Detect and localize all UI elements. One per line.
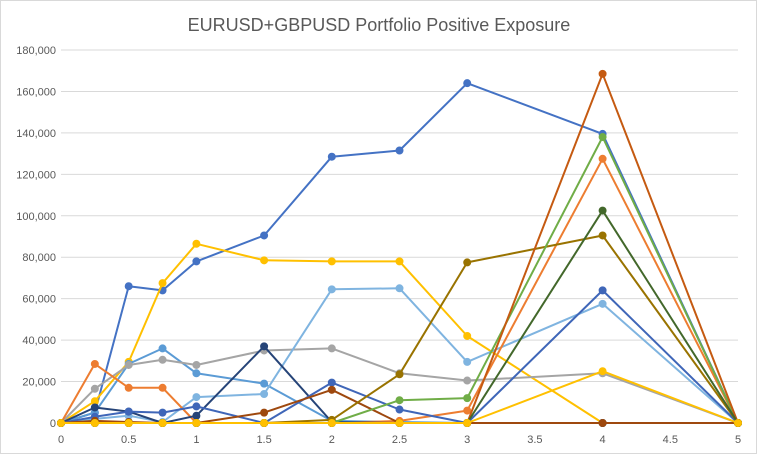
y-tick-label: 60,000 — [22, 294, 56, 306]
data-point — [260, 342, 269, 351]
data-point — [260, 256, 269, 265]
x-tick-label: 5 — [735, 434, 741, 446]
data-point — [124, 419, 133, 427]
x-tick-label: 1.5 — [256, 434, 271, 446]
data-point — [395, 419, 404, 427]
data-point — [395, 405, 404, 414]
series-14 — [57, 367, 742, 427]
series-13 — [57, 206, 742, 427]
data-point — [260, 419, 269, 427]
data-point — [90, 359, 99, 368]
data-point — [395, 396, 404, 405]
data-point — [598, 286, 607, 295]
data-point — [463, 79, 472, 88]
data-point — [598, 206, 607, 215]
data-point — [327, 152, 336, 161]
data-point — [395, 370, 404, 379]
data-point — [463, 406, 472, 415]
data-point — [598, 69, 607, 78]
data-point — [327, 419, 336, 427]
y-tick-label: 100,000 — [16, 211, 56, 223]
data-point — [327, 378, 336, 387]
data-point — [463, 376, 472, 385]
data-point — [598, 367, 607, 376]
data-point — [57, 419, 65, 427]
y-tick-label: 80,000 — [22, 252, 56, 264]
data-point — [90, 384, 99, 393]
data-point — [260, 389, 269, 398]
data-point — [598, 419, 607, 427]
data-point — [192, 239, 201, 248]
data-point — [158, 383, 167, 392]
data-point — [192, 360, 201, 369]
y-tick-label: 140,000 — [16, 128, 56, 140]
data-point — [192, 402, 201, 411]
data-point — [463, 419, 472, 427]
data-point — [192, 419, 201, 427]
data-point — [598, 133, 607, 142]
x-tick-label: 3.5 — [527, 434, 542, 446]
data-point — [124, 282, 133, 291]
data-point — [598, 154, 607, 163]
data-point — [124, 360, 133, 369]
data-point — [463, 331, 472, 340]
data-point — [463, 357, 472, 366]
data-point — [463, 394, 472, 403]
data-point — [158, 279, 167, 288]
x-tick-label: 4.5 — [663, 434, 678, 446]
y-tick-label: 180,000 — [16, 45, 56, 57]
data-point — [734, 419, 742, 427]
data-point — [598, 299, 607, 308]
data-point — [158, 355, 167, 364]
data-point — [90, 419, 99, 427]
x-tick-label: 1 — [193, 434, 199, 446]
chart-title: EURUSD+GBPUSD Portfolio Positive Exposur… — [188, 15, 571, 35]
series-group — [57, 69, 742, 427]
y-tick-label: 0 — [50, 418, 56, 430]
data-point — [463, 258, 472, 267]
data-point — [158, 408, 167, 417]
data-point — [192, 257, 201, 266]
data-point — [192, 369, 201, 378]
y-tick-label: 20,000 — [22, 377, 56, 389]
grid-lines — [61, 49, 738, 383]
data-point — [90, 403, 99, 412]
x-tick-label: 3 — [464, 434, 470, 446]
data-point — [327, 344, 336, 353]
x-tick-label: 2 — [329, 434, 335, 446]
data-point — [192, 393, 201, 402]
data-point — [327, 257, 336, 266]
data-point — [124, 407, 133, 416]
series-5 — [57, 284, 742, 427]
x-tick-label: 2.5 — [392, 434, 407, 446]
data-point — [598, 231, 607, 240]
data-point — [395, 284, 404, 293]
data-point — [124, 383, 133, 392]
x-tick-label: 0 — [58, 434, 64, 446]
data-point — [192, 411, 201, 420]
data-point — [260, 408, 269, 417]
data-point — [260, 379, 269, 388]
data-point — [158, 344, 167, 353]
y-tick-label: 120,000 — [16, 169, 56, 181]
x-tick-label: 4 — [600, 434, 606, 446]
y-tick-label: 160,000 — [16, 86, 56, 98]
x-tick-label: 0.5 — [121, 434, 136, 446]
data-point — [158, 419, 167, 427]
y-tick-label: 40,000 — [22, 335, 56, 347]
data-point — [395, 257, 404, 266]
data-point — [260, 231, 269, 240]
data-point — [327, 385, 336, 394]
data-point — [395, 146, 404, 155]
data-point — [327, 285, 336, 294]
